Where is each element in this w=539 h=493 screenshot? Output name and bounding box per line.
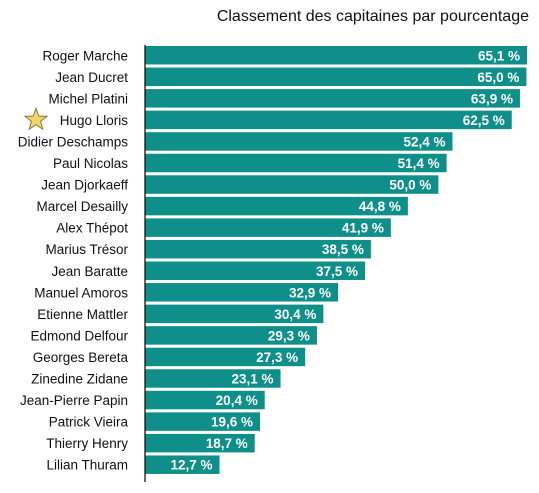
- value-label: 65,0 %: [477, 70, 519, 85]
- category-label: Didier Deschamps: [18, 134, 129, 149]
- bar: [145, 239, 371, 259]
- bar: [145, 412, 261, 431]
- category-label: Jean Ducret: [55, 70, 128, 85]
- value-label: 37,5 %: [316, 264, 358, 279]
- value-label: 52,4 %: [403, 134, 445, 149]
- value-label: 32,9 %: [289, 285, 331, 300]
- category-label: Thierry Henry: [46, 436, 128, 451]
- star-icon: [23, 106, 49, 131]
- bar: [145, 433, 255, 453]
- value-label: 38,5 %: [322, 242, 364, 257]
- value-label: 18,7 %: [206, 436, 248, 451]
- category-label: Jean Baratte: [51, 264, 128, 279]
- category-label: Jean-Pierre Papin: [20, 393, 128, 408]
- bar: [145, 347, 306, 367]
- value-label: 19,6 %: [211, 415, 253, 430]
- bar: [145, 89, 520, 108]
- bar: [145, 369, 281, 388]
- value-label: 44,8 %: [359, 199, 401, 214]
- category-label: Alex Thépot: [56, 221, 128, 236]
- chart-title: Classement des capitaines par pourcentag…: [216, 8, 529, 25]
- bar: [145, 67, 527, 87]
- bar: [145, 218, 391, 237]
- value-label: 29,3 %: [268, 328, 310, 343]
- category-label: Edmond Delfour: [30, 328, 128, 343]
- bar: [145, 455, 220, 474]
- category-label: Jean Djorkaeff: [41, 178, 128, 193]
- bar: [145, 261, 366, 280]
- category-label: Marcel Desailly: [36, 199, 128, 214]
- value-label: 12,7 %: [170, 458, 212, 473]
- bar: [145, 46, 527, 65]
- bar: [145, 283, 339, 302]
- bar: [145, 196, 408, 216]
- category-label: Roger Marche: [42, 48, 128, 63]
- value-label: 50,0 %: [389, 178, 431, 193]
- bar: [145, 153, 447, 173]
- value-label: 62,5 %: [463, 113, 505, 128]
- bar: [145, 326, 317, 345]
- value-label: 30,4 %: [274, 307, 316, 322]
- value-label: 23,1 %: [232, 372, 274, 387]
- category-label: Manuel Amoros: [34, 285, 128, 300]
- category-label: Hugo Lloris: [60, 113, 129, 128]
- value-label: 27,3 %: [256, 350, 298, 365]
- category-label: Georges Bereta: [33, 350, 129, 365]
- category-label: Michel Platini: [48, 91, 128, 106]
- category-label: Etienne Mattler: [37, 307, 128, 322]
- bar: [145, 304, 324, 324]
- category-label: Paul Nicolas: [53, 156, 128, 171]
- category-label: Lilian Thuram: [46, 458, 128, 473]
- value-label: 41,9 %: [342, 221, 384, 236]
- category-label: Zinedine Zidane: [31, 372, 128, 387]
- value-label: 51,4 %: [398, 156, 440, 171]
- value-label: 65,1 %: [478, 48, 520, 63]
- bar: [145, 132, 453, 151]
- value-label: 63,9 %: [471, 91, 513, 106]
- category-label: Marius Trésor: [45, 242, 128, 257]
- category-label: Patrick Vieira: [49, 415, 129, 430]
- bar: [145, 175, 439, 194]
- bar: [145, 110, 512, 130]
- bar: [145, 390, 265, 410]
- value-label: 20,4 %: [216, 393, 258, 408]
